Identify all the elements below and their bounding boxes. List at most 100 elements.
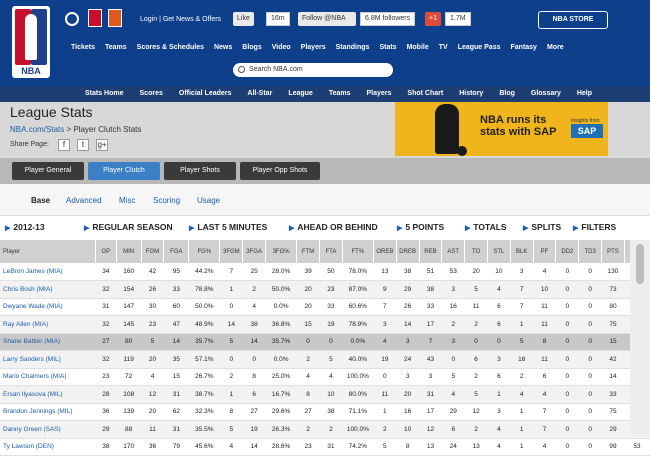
column-header[interactable]: BLK [510,240,534,263]
column-header[interactable]: DD2 [555,240,580,263]
subnav-item[interactable]: Help [576,90,593,97]
player-name-link[interactable]: Brandon Jennings (MIL) [0,403,96,421]
subnav-item[interactable]: All-Star [247,90,273,97]
tab-player-clutch[interactable]: Player Clutch [88,162,160,180]
column-header[interactable]: DREB [396,240,420,263]
column-header[interactable]: Player [0,240,96,263]
subnav-item[interactable]: History [459,90,484,97]
twitter-share-icon[interactable]: t [77,139,89,151]
option-scoring[interactable]: Scoring [153,196,181,205]
player-name-link[interactable]: Mario Chalmers (MIA) [0,368,96,386]
stat-cell: 14 [396,315,420,334]
player-name-link[interactable]: Ty Lawson (DEN) [0,438,96,456]
tab-player-shots[interactable]: Player Shots [164,162,236,180]
stat-cell: 48.9% [188,315,220,334]
stat-cell: 16 [441,298,465,316]
player-name-link[interactable]: Larry Sanders (MIL) [0,350,96,369]
column-header[interactable]: GP [95,240,117,263]
subnav-item[interactable]: Glossary [530,90,561,97]
nav-item[interactable]: News [213,44,233,51]
column-header[interactable]: FGA [163,240,190,263]
option-base[interactable]: Base [31,196,51,205]
column-header[interactable]: AST [441,240,466,263]
gplus-share-icon[interactable]: g+ [96,139,108,151]
d-league-icon[interactable] [88,9,102,27]
column-header[interactable]: MIN [116,240,142,263]
stat-cell: 20 [296,298,320,316]
subnav-item[interactable]: Blog [499,90,515,97]
subnav-item[interactable]: Players [366,90,392,97]
gplus-button[interactable]: +1 [425,12,441,26]
nav-item[interactable]: Video [271,44,291,51]
filter-ahead-behind[interactable]: ▶ AHEAD OR BEHIND [289,222,378,232]
nav-item[interactable]: Teams [105,44,127,51]
filter-filters[interactable]: ▶ FILTERS [573,222,617,232]
player-name-link[interactable]: Shane Battier (MIA) [0,333,96,351]
option-usage[interactable]: Usage [197,196,221,205]
column-header[interactable]: REB [419,240,443,263]
subnav-item[interactable]: League [288,90,313,97]
column-header[interactable]: OREB [373,240,397,263]
column-header[interactable]: FGM [141,240,165,263]
player-name-link[interactable]: Danny Green (SAS) [0,420,96,439]
nav-item[interactable]: Mobile [406,44,429,51]
player-name-link[interactable]: Ray Allen (MIA) [0,315,96,334]
scrollbar-thumb[interactable] [636,244,644,284]
globe-icon[interactable] [65,12,79,26]
filter-clutch-time[interactable]: ▶ LAST 5 MINUTES [189,222,268,232]
nav-item[interactable]: Stats [379,44,397,51]
tab-player-general[interactable]: Player General [12,162,84,180]
player-name-link[interactable]: Chris Bosh (MIA) [0,280,96,299]
player-name-link[interactable]: Dwyane Wade (MIA) [0,298,96,316]
subnav-item[interactable]: Shot Chart [407,90,444,97]
nav-item[interactable]: Scores & Schedules [136,44,204,51]
filter-season-type[interactable]: ▶ REGULAR SEASON [84,222,173,232]
subnav-item[interactable]: Stats Home [85,90,124,97]
nav-item[interactable]: Fantasy [510,44,537,51]
nav-item[interactable]: Players [300,44,326,51]
nav-item[interactable]: Standings [335,44,370,51]
filter-totals[interactable]: ▶ TOTALS [465,222,507,232]
login-link[interactable]: Login | Get News & Offers [140,16,222,23]
column-header[interactable]: FT% [342,240,374,263]
stat-cell: 10 [319,385,343,404]
wnba-icon[interactable] [108,9,122,27]
facebook-like-button[interactable]: Like [233,12,254,26]
player-name-link[interactable]: Ersan Ilyasova (MIL) [0,385,96,404]
option-advanced[interactable]: Advanced [66,196,102,205]
column-header[interactable]: TO [464,240,488,263]
column-header[interactable]: TD3 [578,240,603,263]
nav-item[interactable]: More [546,44,564,51]
column-header[interactable]: PTS [601,240,625,263]
nav-item[interactable]: Tickets [71,44,95,51]
column-header[interactable]: 3FG% [265,240,298,263]
filter-point-diff[interactable]: ▶ 5 POINTS [397,222,445,232]
nav-item[interactable]: TV [438,44,448,51]
nav-item[interactable]: Blogs [242,44,262,51]
column-header[interactable]: FTA [319,240,343,263]
player-name-link[interactable]: LeBron James (MIA) [0,263,96,281]
nba-logo[interactable]: NBA [12,6,50,78]
breadcrumb-link[interactable]: NBA.com/Stats [10,125,65,134]
column-header[interactable]: 3FGA [242,240,267,263]
column-header[interactable]: STL [487,240,511,263]
search-input[interactable]: Search NBA.com [233,63,393,77]
filter-splits[interactable]: ▶ SPLITS [523,222,562,232]
column-header[interactable]: FG% [188,240,221,263]
twitter-follow-button[interactable]: Follow @NBA [298,12,356,26]
scrollbar[interactable] [630,240,650,434]
subnav-item[interactable]: Scores [139,90,163,97]
subnav-item[interactable]: Teams [328,90,351,97]
filter-season[interactable]: ▶ 2012-13 [5,222,45,232]
column-header[interactable]: PF [533,240,557,263]
tab-player-opp-shots[interactable]: Player Opp Shots [240,162,320,180]
facebook-share-icon[interactable]: f [58,139,70,151]
stat-cell: 6 [441,420,465,439]
column-header[interactable]: FTM [296,240,320,263]
nav-item[interactable]: League Pass [457,44,501,51]
subnav-item[interactable]: Official Leaders [178,90,232,97]
nba-store-button[interactable]: NBA STORE [538,11,608,29]
sap-ad-banner[interactable]: NBA runs its stats with SAP Insights from… [395,102,608,156]
column-header[interactable]: 3FGM [219,240,244,263]
option-misc[interactable]: Misc [119,196,136,205]
